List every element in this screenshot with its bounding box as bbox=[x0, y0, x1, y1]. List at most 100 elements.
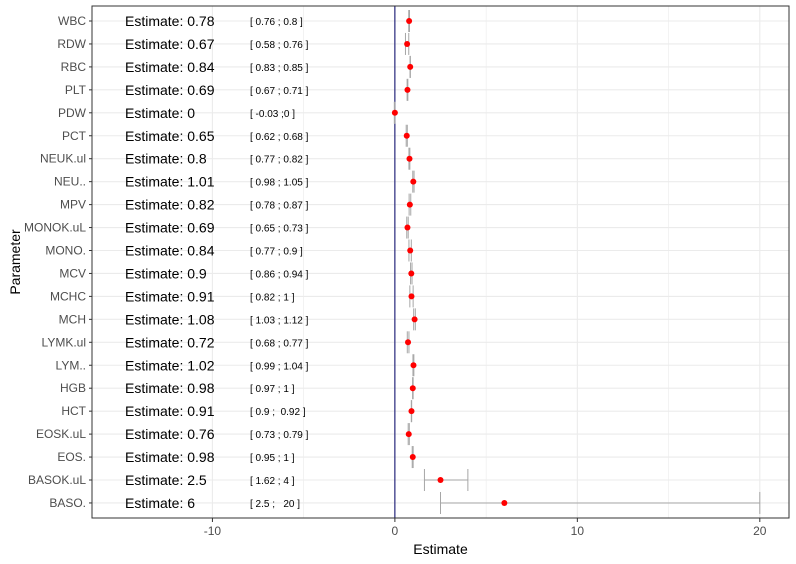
estimate-label-PDW: Estimate: 0 bbox=[125, 105, 195, 121]
estimate-point-BASO. bbox=[501, 499, 508, 506]
ci-label-EOS.: [ 0.95 ; 1 ] bbox=[250, 453, 295, 464]
estimate-point-PLT bbox=[404, 86, 411, 93]
estimate-label-RBC: Estimate: 0.84 bbox=[125, 59, 215, 75]
x-tick-label: 10 bbox=[571, 524, 585, 538]
ci-label-RBC: [ 0.83 ; 0.85 ] bbox=[250, 63, 309, 74]
estimate-label-BASOK.uL: Estimate: 2.5 bbox=[125, 472, 207, 488]
ci-label-NEU..: [ 0.98 ; 1.05 ] bbox=[250, 178, 309, 189]
estimate-label-NEU..: Estimate: 1.01 bbox=[125, 174, 215, 190]
ci-label-PDW: [ -0.03 ;0 ] bbox=[250, 109, 295, 120]
estimate-label-HCT: Estimate: 0.91 bbox=[125, 403, 215, 419]
estimate-label-WBC: Estimate: 0.78 bbox=[125, 13, 215, 29]
estimate-point-PDW bbox=[391, 109, 398, 116]
estimate-label-PCT: Estimate: 0.65 bbox=[125, 128, 215, 144]
y-tick-label-HCT: HCT bbox=[61, 404, 86, 418]
estimate-label-MCV: Estimate: 0.9 bbox=[125, 265, 207, 281]
ci-label-MCHC: [ 0.82 ; 1 ] bbox=[250, 292, 295, 303]
y-tick-label-LYM..: LYM.. bbox=[56, 358, 86, 372]
estimate-point-LYM.. bbox=[410, 362, 417, 369]
ci-label-HGB: [ 0.97 ; 1 ] bbox=[250, 384, 295, 395]
y-tick-label-BASO.: BASO. bbox=[49, 496, 86, 510]
grid-lines bbox=[92, 6, 789, 518]
ci-label-LYM..: [ 0.99 ; 1.04 ] bbox=[250, 361, 309, 372]
estimate-point-MCHC bbox=[408, 293, 415, 300]
y-tick-label-PLT: PLT bbox=[65, 83, 87, 97]
estimate-point-BASOK.uL bbox=[437, 477, 444, 483]
y-tick-labels: WBC RDW RBC PLT PDW PCT NEUK.ul NEU.. MPV MONOK.u… bbox=[24, 14, 92, 510]
y-tick-label-HGB: HGB bbox=[60, 381, 86, 395]
ci-label-RDW: [ 0.58 ; 0.76 ] bbox=[250, 40, 309, 51]
y-tick-label-NEU..: NEU.. bbox=[54, 175, 86, 189]
estimate-point-NEU.. bbox=[410, 178, 417, 185]
estimate-label-EOSK.uL: Estimate: 0.76 bbox=[125, 426, 215, 442]
x-tick-label: 20 bbox=[753, 524, 767, 538]
ci-label-MONO.: [ 0.77 ; 0.9 ] bbox=[250, 247, 303, 258]
estimate-point-MCH bbox=[411, 316, 418, 323]
y-tick-label-WBC: WBC bbox=[58, 14, 86, 28]
y-tick-label-RBC: RBC bbox=[61, 60, 87, 74]
estimate-point-HGB bbox=[409, 385, 416, 392]
x-axis-ticks: -10 0 10 20 bbox=[204, 518, 767, 538]
estimate-label-LYMK.ul: Estimate: 0.72 bbox=[125, 334, 215, 350]
estimate-label-MONOK.uL: Estimate: 0.69 bbox=[125, 220, 215, 236]
y-tick-label-LYMK.ul: LYMK.ul bbox=[42, 335, 86, 349]
y-tick-label-MONOK.uL: MONOK.uL bbox=[24, 221, 86, 235]
y-tick-label-MONO.: MONO. bbox=[45, 244, 86, 258]
y-tick-label-PDW: PDW bbox=[58, 106, 87, 120]
x-tick-label: 0 bbox=[392, 524, 399, 538]
ci-label-PCT: [ 0.62 ; 0.68 ] bbox=[250, 132, 309, 143]
panel-border bbox=[91, 5, 790, 519]
panel-background bbox=[92, 6, 789, 518]
ci-label-EOSK.uL: [ 0.73 ; 0.79 ] bbox=[250, 430, 309, 441]
estimate-label-LYM..: Estimate: 1.02 bbox=[125, 357, 215, 373]
ci-label-PLT: [ 0.67 ; 0.71 ] bbox=[250, 86, 309, 97]
x-tick-label: -10 bbox=[204, 524, 222, 538]
estimate-point-EOSK.uL bbox=[405, 431, 412, 438]
y-tick-label-MCHC: MCHC bbox=[50, 289, 86, 303]
ci-label-MCH: [ 1.03 ; 1.12 ] bbox=[250, 315, 309, 326]
y-tick-label-EOS.: EOS. bbox=[57, 450, 86, 464]
ci-label-MPV: [ 0.78 ; 0.87 ] bbox=[250, 201, 309, 212]
y-tick-label-RDW: RDW bbox=[57, 37, 86, 51]
ci-label-MCV: [ 0.86 ; 0.94 ] bbox=[250, 269, 309, 280]
estimate-label-MCH: Estimate: 1.08 bbox=[125, 311, 215, 327]
ci-label-NEUK.ul: [ 0.77 ; 0.82 ] bbox=[250, 155, 309, 166]
ci-label-BASO.: [ 2.5 ; 20 ] bbox=[250, 499, 300, 510]
estimate-point-MONO. bbox=[407, 247, 414, 254]
estimate-point-RDW bbox=[404, 40, 411, 47]
estimate-label-MPV: Estimate: 0.82 bbox=[125, 197, 215, 213]
estimate-label-RDW: Estimate: 0.67 bbox=[125, 36, 215, 52]
x-axis-title: Estimate bbox=[413, 541, 468, 557]
y-tick-label-PCT: PCT bbox=[62, 129, 87, 143]
y-tick-label-NEUK.ul: NEUK.ul bbox=[40, 152, 86, 166]
estimate-label-MCHC: Estimate: 0.91 bbox=[125, 288, 215, 304]
estimate-point-HCT bbox=[408, 408, 415, 415]
estimate-point-WBC bbox=[406, 18, 413, 24]
estimate-point-RBC bbox=[407, 63, 414, 70]
ci-label-HCT: [ 0.9 ; 0.92 ] bbox=[250, 407, 306, 418]
estimate-point-EOS. bbox=[409, 454, 416, 461]
ci-label-LYMK.ul: [ 0.68 ; 0.77 ] bbox=[250, 338, 309, 349]
estimate-label-HGB: Estimate: 0.98 bbox=[125, 380, 215, 396]
y-tick-label-MPV: MPV bbox=[60, 198, 86, 212]
estimate-point-MPV bbox=[406, 201, 413, 208]
y-tick-label-MCV: MCV bbox=[59, 266, 86, 280]
y-tick-label-BASOK.uL: BASOK.uL bbox=[28, 473, 86, 487]
estimate-labels: Estimate: 0.78 [ 0.76 ; 0.8 ] Estimate: 0.… bbox=[125, 13, 309, 511]
estimate-label-BASO.: Estimate: 6 bbox=[125, 495, 195, 511]
estimate-label-NEUK.ul: Estimate: 0.8 bbox=[125, 151, 207, 167]
estimate-points bbox=[391, 18, 508, 506]
estimate-point-PCT bbox=[403, 132, 410, 139]
y-axis-title: Parameter bbox=[7, 229, 23, 295]
estimate-point-MONOK.uL bbox=[404, 224, 411, 231]
y-tick-label-EOSK.uL: EOSK.uL bbox=[36, 427, 86, 441]
estimate-label-PLT: Estimate: 0.69 bbox=[125, 82, 215, 98]
ci-label-MONOK.uL: [ 0.65 ; 0.73 ] bbox=[250, 224, 309, 235]
estimate-label-EOS.: Estimate: 0.98 bbox=[125, 449, 215, 465]
estimate-point-MCV bbox=[408, 270, 415, 277]
ci-label-WBC: [ 0.76 ; 0.8 ] bbox=[250, 17, 303, 28]
y-tick-label-MCH: MCH bbox=[59, 312, 86, 326]
estimate-label-MONO.: Estimate: 0.84 bbox=[125, 243, 215, 259]
estimate-point-LYMK.ul bbox=[405, 339, 412, 346]
